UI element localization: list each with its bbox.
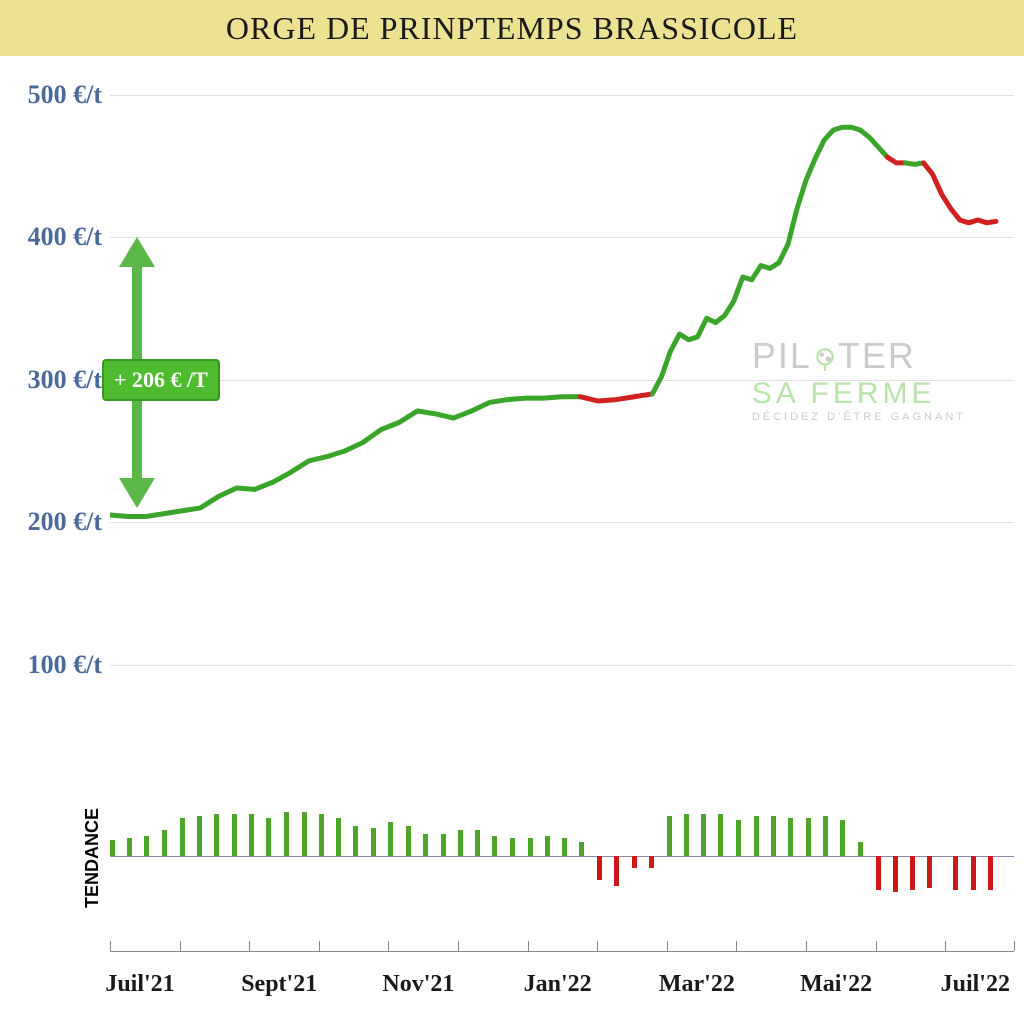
- chart-title: ORGE DE PRINPTEMPS BRASSICOLE: [226, 10, 798, 47]
- y-axis-label: 400 €/t: [28, 222, 102, 252]
- x-axis-label: Juil'22: [941, 971, 1010, 998]
- trend-bar: [441, 834, 446, 856]
- trend-bar: [718, 814, 723, 856]
- x-tick: [736, 941, 737, 951]
- trend-bar: [823, 816, 828, 856]
- x-tick: [180, 941, 181, 951]
- price-line-segment: [580, 394, 652, 401]
- trend-bar: [684, 814, 689, 856]
- y-axis-label: 200 €/t: [28, 507, 102, 537]
- price-line-segment: [110, 397, 580, 517]
- trend-bar: [788, 818, 793, 856]
- trend-bar: [579, 842, 584, 856]
- x-tick: [1014, 941, 1015, 951]
- arrow-up-icon: [119, 237, 155, 267]
- trend-bar: [127, 838, 132, 856]
- trend-bar: [353, 826, 358, 856]
- trend-bar: [876, 856, 881, 890]
- trend-bar: [284, 812, 289, 856]
- trend-bar: [180, 818, 185, 856]
- x-tick: [806, 941, 807, 951]
- trend-bar: [910, 856, 915, 890]
- x-tick: [945, 941, 946, 951]
- x-axis-line: [110, 951, 1014, 952]
- trend-bar: [302, 812, 307, 856]
- watermark-line1: PILTER: [752, 335, 966, 377]
- trend-bar: [423, 834, 428, 856]
- trend-bar: [336, 818, 341, 856]
- x-tick: [876, 941, 877, 951]
- x-tick: [319, 941, 320, 951]
- x-tick: [528, 941, 529, 951]
- trend-bar: [162, 830, 167, 856]
- trend-bar: [266, 818, 271, 856]
- trend-bar: [144, 836, 149, 856]
- trend-bar: [736, 820, 741, 856]
- trend-bar: [893, 856, 898, 892]
- trend-bar: [388, 822, 393, 856]
- trend-bar: [649, 856, 654, 868]
- trend-bar: [667, 816, 672, 856]
- x-tick: [458, 941, 459, 951]
- trend-bar: [406, 826, 411, 856]
- x-tick: [249, 941, 250, 951]
- x-axis-label: Sept'21: [241, 971, 317, 998]
- trend-bar: [971, 856, 976, 890]
- x-axis-label: Mai'22: [800, 971, 872, 998]
- trend-bar: [632, 856, 637, 868]
- trend-bar: [614, 856, 619, 886]
- arrow-down-icon: [119, 478, 155, 508]
- price-line-segment: [887, 157, 905, 163]
- y-axis-label: 300 €/t: [28, 365, 102, 395]
- trend-bar: [510, 838, 515, 856]
- trend-bar: [232, 814, 237, 856]
- trend-bar: [110, 840, 115, 856]
- x-axis-label: Nov'21: [382, 971, 454, 998]
- trend-axis-label: TENDANCE: [82, 808, 103, 908]
- watermark-line2: SA FERME: [752, 377, 966, 411]
- x-tick: [667, 941, 668, 951]
- trend-bar: [562, 838, 567, 856]
- trend-bar: [701, 814, 706, 856]
- watermark-logo: PILTERSA FERMEDÉCIDEZ D'ÊTRE GAGNANT: [752, 335, 966, 423]
- price-line-segment: [906, 163, 924, 164]
- trend-bar: [927, 856, 932, 888]
- trend-bar: [249, 814, 254, 856]
- chart-area: 100 €/t 200 €/t 300 €/t 400 €/t 500 €/t + 206…: [0, 56, 1024, 1024]
- trend-bar: [545, 836, 550, 856]
- trend-bar: [858, 842, 863, 856]
- trend-bar: [371, 828, 376, 856]
- x-tick: [597, 941, 598, 951]
- watermark-line3: DÉCIDEZ D'ÊTRE GAGNANT: [752, 411, 966, 423]
- trend-bar: [492, 836, 497, 856]
- trend-bar: [806, 818, 811, 856]
- trend-bar: [458, 830, 463, 856]
- trend-bar: [214, 814, 219, 856]
- price-change-badge: + 206 € /T: [102, 359, 220, 401]
- y-axis-label: 100 €/t: [28, 650, 102, 680]
- trend-bar: [771, 816, 776, 856]
- trend-bar: [197, 816, 202, 856]
- trend-bar: [319, 814, 324, 856]
- x-tick: [388, 941, 389, 951]
- chart-header: ORGE DE PRINPTEMPS BRASSICOLE: [0, 0, 1024, 56]
- x-axis-label: Juil'21: [105, 971, 174, 998]
- price-line-segment: [924, 163, 996, 223]
- x-axis-label: Jan'22: [524, 971, 592, 998]
- trend-bar: [840, 820, 845, 856]
- trend-bar: [475, 830, 480, 856]
- trend-bar: [528, 838, 533, 856]
- y-axis-label: 500 €/t: [28, 80, 102, 110]
- trend-bar: [953, 856, 958, 890]
- x-axis-label: Mar'22: [659, 971, 735, 998]
- trend-bar: [988, 856, 993, 890]
- x-tick: [110, 941, 111, 951]
- trend-bar: [597, 856, 602, 880]
- trend-bar: [754, 816, 759, 856]
